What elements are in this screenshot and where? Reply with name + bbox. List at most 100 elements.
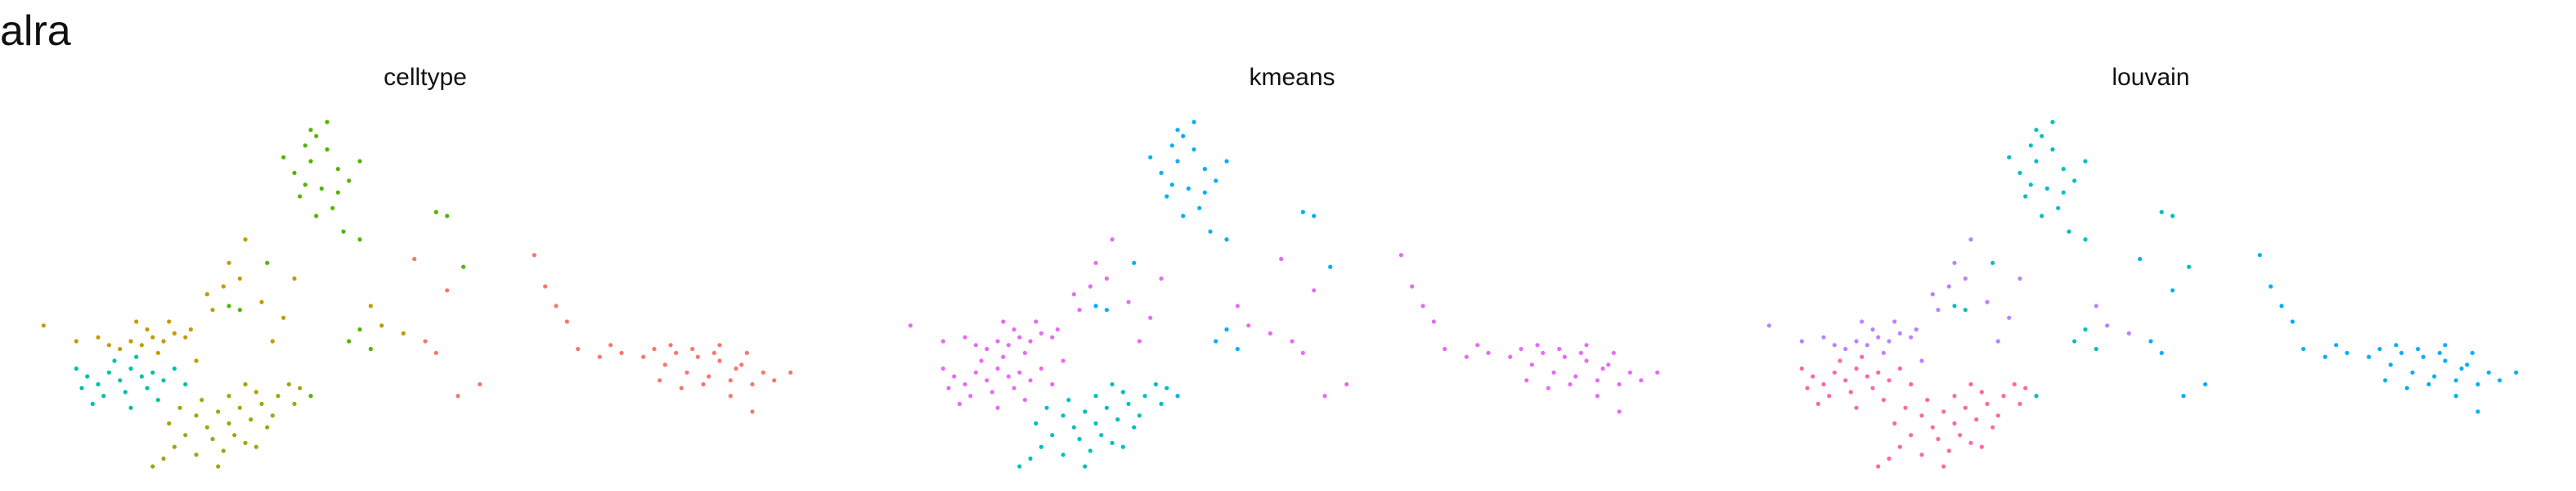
scatter-point — [1843, 378, 1848, 383]
scatter-point — [2138, 256, 2143, 262]
scatter-point — [1854, 405, 1859, 410]
scatter-point — [145, 327, 150, 332]
scatter-point — [134, 354, 139, 359]
scatter-point — [2426, 382, 2431, 387]
scatter-point — [2050, 147, 2055, 152]
scatter-point — [1126, 300, 1131, 304]
scatter-point — [1017, 464, 1022, 469]
scatter-point — [761, 370, 765, 375]
scatter-point — [445, 288, 450, 293]
scatter-point — [1224, 159, 1229, 164]
scatter-point — [330, 205, 335, 210]
scatter-point — [1099, 433, 1104, 438]
scatter-plot-celltype — [41, 119, 793, 469]
scatter-point — [2497, 378, 2502, 383]
scatter-point — [368, 304, 373, 309]
scatter-point — [1028, 456, 1033, 461]
scatter-point — [1083, 464, 1088, 469]
scatter-point — [1865, 343, 1869, 348]
scatter-point — [96, 335, 101, 340]
scatter-point — [210, 436, 215, 442]
scatter-point — [707, 374, 711, 379]
panel-title: kmeans — [1249, 64, 1335, 91]
scatter-point — [1486, 350, 1491, 355]
scatter-point — [1854, 339, 1859, 344]
scatter-point — [2034, 394, 2039, 399]
scatter-point — [1312, 288, 1317, 293]
scatter-point — [106, 343, 111, 348]
scatter-point — [1181, 214, 1186, 218]
scatter-point — [1077, 308, 1082, 313]
scatter-point — [112, 358, 117, 363]
scatter-point — [227, 394, 231, 399]
scatter-point — [1848, 390, 1853, 394]
scatter-point — [2034, 159, 2039, 164]
scatter-point — [1012, 385, 1016, 390]
scatter-point — [1142, 394, 1147, 399]
scatter-point — [1055, 327, 1060, 332]
scatter-point — [243, 237, 248, 242]
scatter-point — [227, 260, 231, 265]
scatter-point — [1843, 346, 1848, 352]
scatter-point — [979, 358, 984, 363]
scatter-point — [1039, 366, 1043, 371]
scatter-point — [155, 398, 160, 403]
scatter-point — [1892, 421, 1897, 426]
scatter-point — [237, 308, 242, 313]
scatter-point — [150, 370, 155, 375]
scatter-point — [940, 366, 945, 371]
scatter-point — [1034, 319, 1039, 324]
scatter-point — [2017, 401, 2022, 407]
scatter-point — [1344, 382, 1349, 387]
scatter-point — [172, 366, 177, 371]
scatter-point — [2034, 128, 2039, 133]
scatter-point — [2044, 186, 2049, 191]
scatter-point — [679, 385, 684, 390]
scatter-point — [216, 409, 221, 414]
scatter-point — [1159, 276, 1164, 281]
scatter-point — [1914, 327, 1919, 332]
scatter-point — [2410, 370, 2415, 375]
scatter-point — [1529, 363, 1534, 367]
scatter-point — [433, 350, 438, 355]
scatter-point — [2040, 133, 2044, 138]
scatter-point — [1464, 354, 1469, 359]
scatter-point — [368, 346, 373, 352]
scatter-point — [1941, 464, 1946, 469]
scatter-point — [1887, 456, 1892, 461]
scatter-point — [1017, 370, 1022, 375]
scatter-point — [2257, 253, 2262, 258]
panel-louvain: louvain — [1726, 57, 2576, 483]
scatter-point — [1952, 394, 1957, 399]
scatter-point — [314, 214, 319, 218]
scatter-point — [237, 276, 242, 281]
scatter-point — [543, 284, 548, 289]
scatter-point — [1919, 453, 1924, 457]
scatter-point — [456, 394, 460, 399]
scatter-point — [341, 229, 346, 234]
scatter-point — [1175, 394, 1180, 399]
scatter-point — [2345, 350, 2349, 355]
scatter-point — [1110, 382, 1115, 387]
scatter-point — [2486, 370, 2491, 375]
scatter-point — [292, 401, 297, 407]
scatter-point — [265, 260, 270, 265]
scatter-point — [2322, 354, 2327, 359]
scatter-point — [1919, 413, 1924, 418]
scatter-point — [739, 363, 744, 367]
scatter-point — [1946, 448, 1951, 453]
scatter-point — [1061, 413, 1066, 418]
scatter-point — [744, 350, 749, 355]
scatter-point — [1881, 350, 1886, 355]
scatter-point — [2159, 350, 2164, 355]
scatter-point — [41, 323, 46, 328]
scatter-point — [292, 276, 297, 281]
scatter-point — [2012, 382, 2017, 387]
scatter-point — [1077, 436, 1082, 442]
scatter-point — [1115, 417, 1120, 422]
scatter-point — [433, 209, 438, 214]
scatter-point — [237, 405, 242, 410]
scatter-point — [128, 405, 133, 410]
scatter-point — [1246, 323, 1251, 328]
scatter-point — [2334, 343, 2339, 348]
